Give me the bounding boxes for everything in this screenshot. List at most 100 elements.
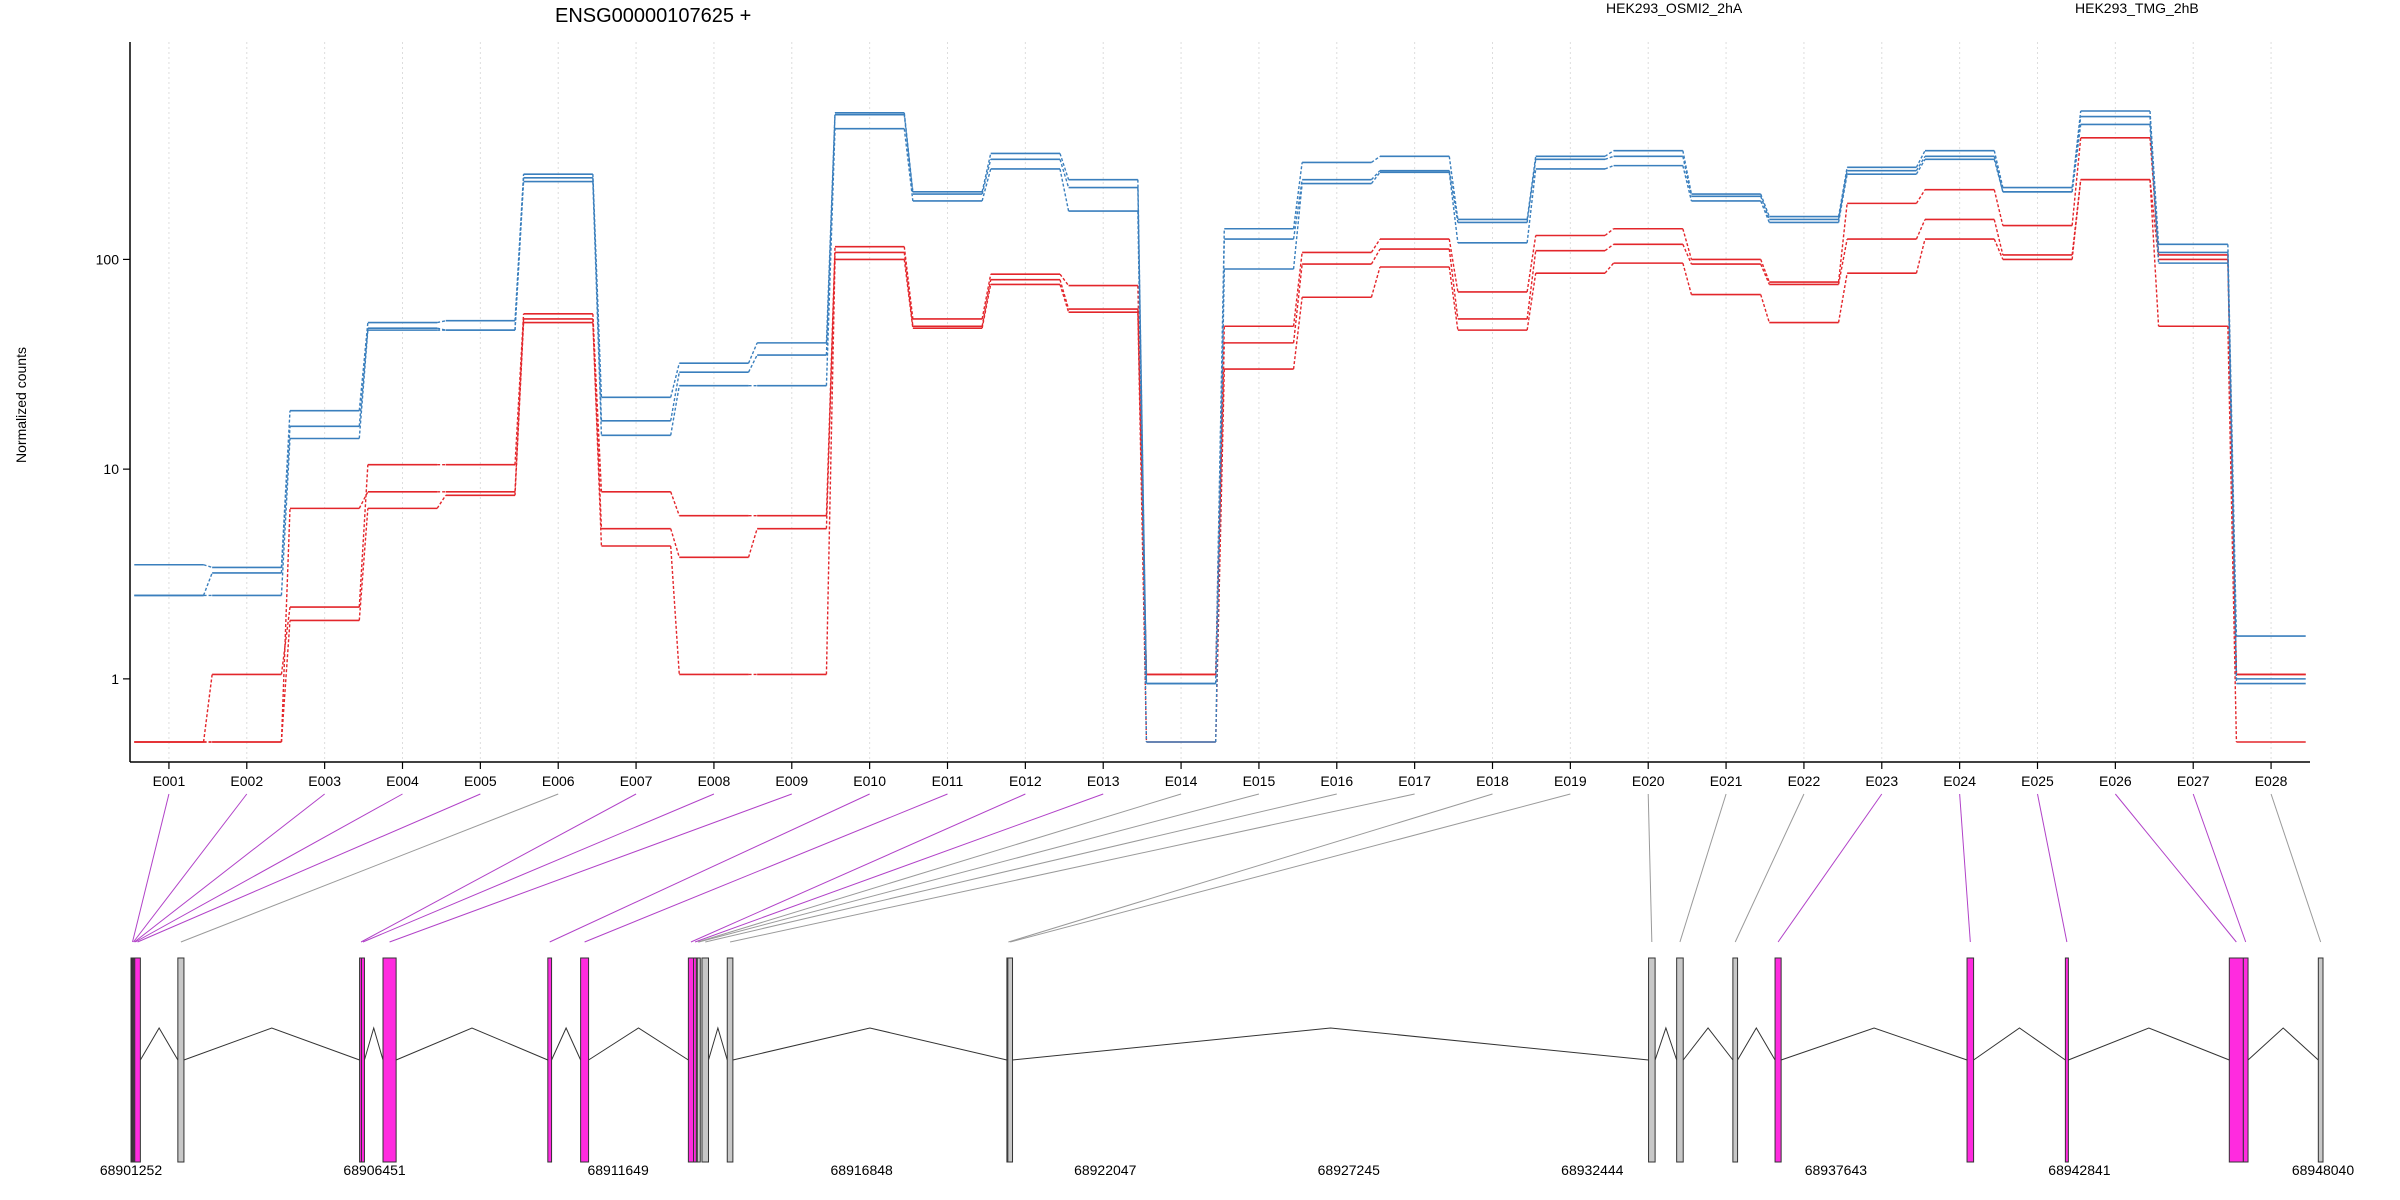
series-4-link-22 <box>1915 155 1926 171</box>
exon-box-e026 <box>2228 957 2244 1163</box>
y-tick-label-1: 1 <box>111 671 119 687</box>
series-4-link-13 <box>1215 239 1225 684</box>
x-tick-label-e010: E010 <box>853 773 886 789</box>
x-tick-label-e009: E009 <box>775 773 808 789</box>
series-2 <box>134 178 2306 743</box>
series-3-link-17 <box>1526 156 1537 220</box>
series-2-link-4 <box>514 322 525 496</box>
connector-e027 <box>2192 793 2247 943</box>
genomic-coord-label-1: 68906451 <box>343 1162 406 1178</box>
series-3-link-9 <box>903 112 914 192</box>
intron-20 <box>1654 1026 1678 1061</box>
intron-10 <box>551 1026 582 1061</box>
connector-e016 <box>705 793 1337 943</box>
x-tick-label-e005: E005 <box>464 773 497 789</box>
series-4-link-18 <box>1604 155 1614 160</box>
exon-box-e021 <box>1676 957 1684 1163</box>
intron-11 <box>588 1027 689 1061</box>
series-5-link-14 <box>1292 183 1303 270</box>
series-0-link-18 <box>1604 228 1615 237</box>
series-4-link-2 <box>358 328 369 427</box>
series-3-link-14 <box>1292 162 1303 229</box>
series-4-link-1 <box>280 426 291 573</box>
series-4-link-6 <box>670 372 680 421</box>
intron-9 <box>395 1027 549 1061</box>
intron-19 <box>1012 1027 1649 1061</box>
series-3-link-15 <box>1371 155 1381 163</box>
series-5-link-5 <box>592 181 603 436</box>
exon-box-e009 <box>382 957 397 1163</box>
series-1-link-11 <box>1059 279 1070 310</box>
series-2-link-18 <box>1604 262 1615 274</box>
series-0-link-15 <box>1370 238 1381 253</box>
intron-8 <box>363 1026 384 1061</box>
series-2-link-1 <box>280 620 291 743</box>
exon-box-e005 <box>134 957 141 1163</box>
series-5-link-6 <box>670 385 680 436</box>
series-2-link-19 <box>1682 262 1693 295</box>
genomic-coord-label-9: 68948040 <box>2292 1162 2355 1178</box>
series-3-link-12 <box>1137 179 1148 684</box>
series-1-link-1 <box>280 508 291 743</box>
series-2-link-21 <box>1837 273 1848 323</box>
series-3-link-7 <box>747 342 758 364</box>
series-1-link-19 <box>1682 244 1693 265</box>
exon-box-e023 <box>1774 957 1782 1163</box>
genomic-coord-label-6: 68932444 <box>1561 1162 1624 1178</box>
series-2-link-23 <box>1993 238 2004 260</box>
connector-e008 <box>362 793 715 943</box>
series-3-link-3 <box>437 320 446 324</box>
connector-e010 <box>549 793 870 943</box>
genomic-coord-label-4: 68922047 <box>1074 1162 1137 1178</box>
series-3-link-1 <box>280 410 291 568</box>
genomic-coord-label-8: 68942841 <box>2048 1162 2111 1178</box>
series-1-link-10 <box>981 279 992 327</box>
series-3-link-22 <box>1915 150 1926 168</box>
x-tick-label-e024: E024 <box>1943 773 1976 789</box>
connector-e013 <box>694 793 1104 943</box>
gene-model: 68901252 68906451 68911649 68916848 68922047… <box>100 957 2355 1178</box>
series-2-link-26 <box>2227 326 2238 743</box>
series-2-link-24 <box>2071 179 2082 260</box>
exon-connectors <box>132 793 2322 943</box>
series-5-link-20 <box>1760 200 1770 223</box>
series-1-link-21 <box>1837 238 1848 285</box>
x-tick-label-e026: E026 <box>2099 773 2132 789</box>
series-4-link-0 <box>202 572 213 596</box>
connector-e014 <box>697 793 1182 943</box>
series-4-link-19 <box>1682 156 1693 197</box>
series-4-link-17 <box>1526 159 1537 223</box>
series-1-link-20 <box>1760 263 1770 285</box>
x-tick-label-e004: E004 <box>386 773 419 789</box>
series-3-link-16 <box>1448 156 1459 220</box>
series-0-link-16 <box>1448 238 1459 293</box>
series-5-link-12 <box>1137 211 1148 743</box>
x-tick-label-e008: E008 <box>698 773 731 789</box>
series-0-link-21 <box>1837 203 1848 283</box>
series-4-link-14 <box>1292 179 1303 240</box>
intron-21 <box>1682 1027 1734 1061</box>
series-5-link-23 <box>1993 159 2004 193</box>
series-1-link-15 <box>1370 248 1381 265</box>
genomic-coord-label-3: 68916848 <box>831 1162 894 1178</box>
intron-22 <box>1737 1027 1776 1061</box>
connector-e009 <box>389 793 792 943</box>
series-2-link-3 <box>436 494 447 509</box>
series-3-link-10 <box>981 153 992 192</box>
intron-24 <box>1973 1027 2066 1061</box>
connector-e022 <box>1734 793 1805 943</box>
exon-box-e011 <box>580 957 590 1163</box>
series-0-link-20 <box>1760 259 1770 283</box>
series-3-link-11 <box>1059 153 1070 180</box>
series-4-link-12 <box>1137 187 1148 684</box>
series-2-link-10 <box>981 284 992 329</box>
connector-e015 <box>698 793 1260 943</box>
connector-e011 <box>584 793 948 943</box>
series-0-link-17 <box>1526 235 1537 292</box>
series-1-link-23 <box>1993 219 2004 256</box>
x-tick-label-e002: E002 <box>230 773 263 789</box>
series-2-link-8 <box>825 259 836 675</box>
plot-area <box>134 110 2306 743</box>
exon-box-e012 <box>687 957 695 1163</box>
